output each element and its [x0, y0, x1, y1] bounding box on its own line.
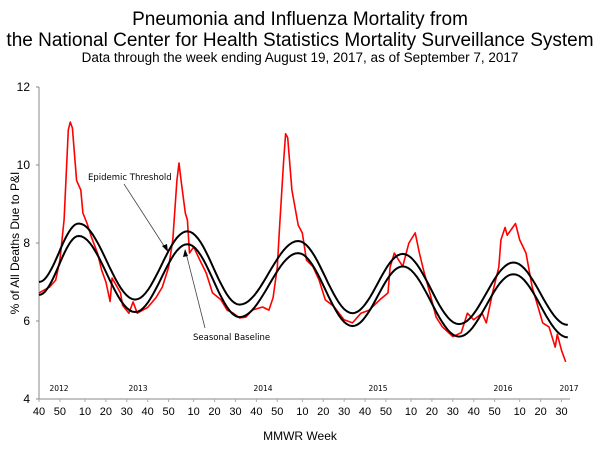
x-tick-label: 20: [100, 406, 112, 418]
y-tick-label: 6: [23, 314, 30, 328]
x-tick-label: 20: [426, 406, 438, 418]
year-label: 2012: [49, 384, 68, 393]
baseline-arrowhead: [183, 249, 188, 257]
x-tick-label: 10: [405, 406, 417, 418]
y-tick-label: 12: [17, 80, 31, 94]
chart-title-line2: the National Center for Health Statistic…: [6, 30, 593, 51]
x-tick-label: 30: [121, 406, 133, 418]
year-label: 2013: [128, 384, 147, 393]
x-tick-label: 10: [79, 406, 91, 418]
threshold-arrow: [123, 183, 167, 250]
y-axis-label: % of All Deaths Due to P&I: [8, 172, 22, 315]
x-tick-label: 30: [555, 406, 567, 418]
x-tick-label: 30: [229, 406, 241, 418]
x-axis-label: MMWR Week: [263, 429, 338, 443]
year-label: 2016: [493, 384, 512, 393]
x-tick-label: 50: [488, 406, 500, 418]
x-tick-label: 20: [317, 406, 329, 418]
y-tick-label: 4: [23, 392, 30, 406]
x-tick-label: 50: [380, 406, 392, 418]
x-tick-label: 30: [338, 406, 350, 418]
baseline-arrow: [185, 252, 206, 329]
year-label: 2015: [368, 384, 387, 393]
x-tick-label: 20: [534, 406, 546, 418]
x-tick-label: 40: [142, 406, 154, 418]
x-tick-label: 40: [250, 406, 262, 418]
x-tick-label: 50: [162, 406, 174, 418]
annotation-seasonal-baseline: Seasonal Baseline: [193, 333, 270, 343]
x-tick-label: 10: [514, 406, 526, 418]
x-tick-label: 30: [447, 406, 459, 418]
x-tick-label: 40: [359, 406, 371, 418]
x-tick-label: 50: [271, 406, 283, 418]
x-tick-label: 40: [33, 406, 45, 418]
annotation-epidemic-threshold: Epidemic Threshold: [88, 173, 172, 183]
x-tick-label: 40: [468, 406, 480, 418]
series-line-baseline: [38, 234, 568, 339]
x-tick-label: 10: [296, 406, 308, 418]
series-line-threshold: [38, 222, 568, 326]
threshold-arrowhead: [162, 244, 168, 252]
x-tick-label: 20: [208, 406, 220, 418]
chart-title: Pneumonia and Influenza Mortality from: [132, 9, 468, 30]
y-tick-label: 8: [23, 236, 30, 250]
y-tick-label: 10: [17, 158, 31, 172]
year-label: 2014: [253, 384, 272, 393]
x-tick-label: 50: [54, 406, 66, 418]
chart-subtitle: Data through the week ending August 19, …: [82, 50, 519, 65]
x-tick-label: 10: [188, 406, 200, 418]
year-label: 2017: [559, 384, 578, 393]
